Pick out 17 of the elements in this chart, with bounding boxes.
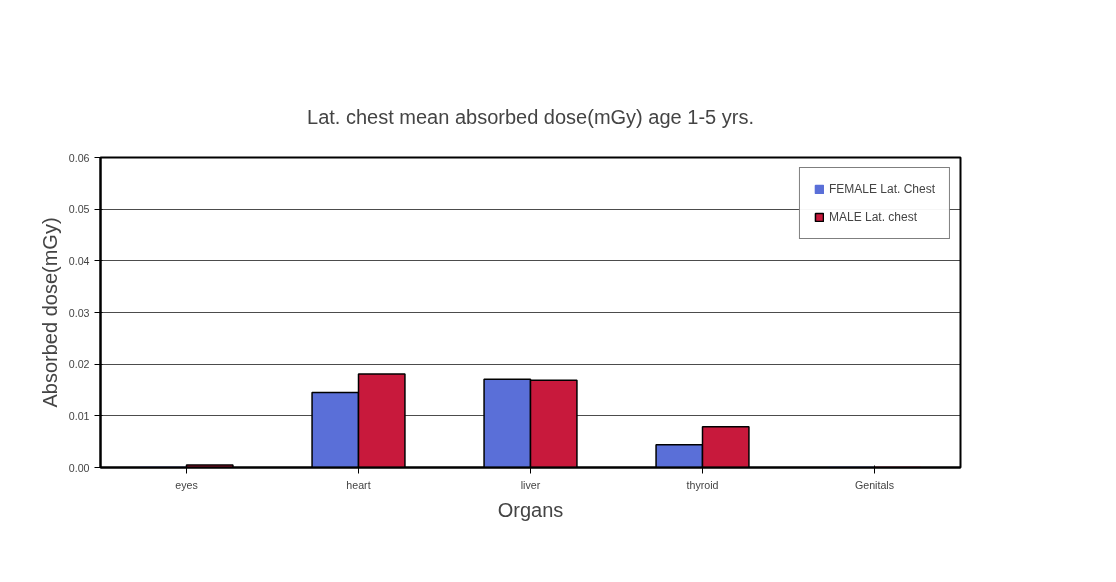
y-tick-label: 0.03 bbox=[68, 306, 90, 319]
x-tick-label: liver bbox=[520, 478, 541, 491]
y-tick-label: 0.06 bbox=[68, 151, 90, 164]
x-tick-label: heart bbox=[346, 478, 371, 491]
y-tick-label: 0.05 bbox=[68, 203, 90, 216]
y-axis-title: Absorbed dose(mGy) bbox=[38, 217, 61, 408]
x-tick-label: Genitals bbox=[854, 478, 895, 491]
y-tick-label: 0.01 bbox=[68, 409, 90, 422]
y-tick-label: 0.00 bbox=[68, 461, 90, 474]
y-tick-label: 0.04 bbox=[68, 254, 90, 267]
legend-label: MALE Lat. chest bbox=[828, 210, 917, 224]
x-tick-label: eyes bbox=[175, 478, 198, 491]
x-axis-title: Organs bbox=[497, 498, 564, 521]
chart-title: Lat. chest mean absorbed dose(mGy) age 1-5 yrs. bbox=[307, 105, 754, 128]
y-tick-label: 0.02 bbox=[68, 358, 90, 371]
legend-label: FEMALE Lat. Chest bbox=[828, 182, 935, 196]
x-tick-label: thyroid bbox=[686, 478, 719, 491]
